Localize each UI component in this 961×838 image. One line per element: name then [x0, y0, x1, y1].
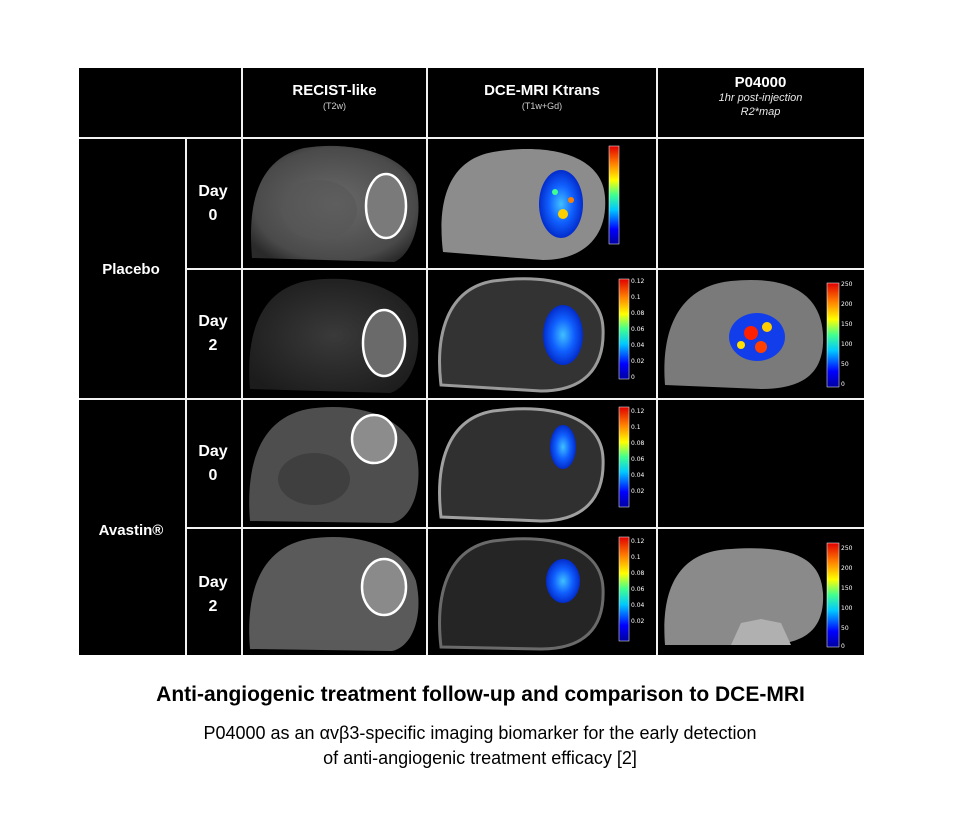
column-divider [656, 68, 658, 655]
scale-tick: 50 [841, 361, 849, 368]
r2-scale-avastin-day2: 250 200 150 100 50 0 [841, 545, 853, 650]
day-number: 2 [208, 337, 218, 354]
scale-tick: 200 [841, 301, 853, 308]
column-title: P04000 [734, 74, 787, 91]
scale-tick: 100 [841, 605, 853, 612]
day-divider [185, 138, 187, 655]
column-divider [426, 68, 428, 655]
empty-cell [659, 140, 864, 268]
scale-tick: 0.06 [631, 326, 645, 333]
day-word: Day [198, 443, 228, 460]
day-number: 2 [208, 598, 218, 615]
scale-tick: 0.04 [631, 602, 645, 609]
day-number: 0 [208, 207, 218, 224]
day-label: Day 0 [187, 440, 239, 488]
day-label: Day 0 [187, 180, 239, 228]
scale-tick: 0.1 [631, 424, 641, 431]
column-subtitle-line2: R2*map [740, 106, 781, 118]
day-word: Day [198, 574, 228, 591]
column-title: DCE-MRI Ktrans [484, 82, 600, 99]
t2w-image-placebo-day2 [244, 271, 424, 396]
column-header-dce: DCE-MRI Ktrans (T1w+Gd) [427, 82, 657, 111]
ktrans-scale-placebo-day2: 0.12 0.1 0.08 0.06 0.04 0.02 0 [631, 278, 645, 381]
scale-tick: 200 [841, 565, 853, 572]
column-subtitle: (T1w+Gd) [521, 101, 563, 111]
column-subtitle: (T2w) [323, 101, 346, 111]
row-divider [185, 527, 864, 529]
scale-tick: 0.02 [631, 358, 645, 365]
scale-tick: 50 [841, 625, 849, 632]
caption-subtitle: P04000 as an αvβ3-specific imaging bioma… [180, 721, 780, 771]
column-header-recist: RECIST-like (T2w) [242, 82, 427, 111]
column-divider [241, 68, 243, 655]
header-divider [79, 137, 864, 139]
scale-tick: 0.12 [631, 408, 645, 415]
group-divider [79, 398, 864, 400]
column-title: RECIST-like [292, 82, 377, 99]
ktrans-map-avastin-day0 [433, 403, 651, 525]
scale-tick: 0 [841, 643, 845, 650]
scale-tick: 0.1 [631, 554, 641, 561]
scale-tick: 0.08 [631, 310, 645, 317]
caption-title: Anti-angiogenic treatment follow-up and … [156, 683, 805, 706]
scale-tick: 0.12 [631, 278, 645, 285]
ktrans-scale-avastin-day0: 0.12 0.1 0.08 0.06 0.04 0.02 [631, 408, 645, 495]
caption-line-1: P04000 as an αvβ3-specific imaging bioma… [203, 723, 757, 743]
r2-map-avastin-day2 [661, 533, 861, 653]
scale-tick: 0.06 [631, 456, 645, 463]
t2w-image-avastin-day2 [244, 531, 424, 653]
scale-tick: 250 [841, 281, 853, 288]
row-divider [185, 268, 864, 270]
day-word: Day [198, 183, 228, 200]
scale-tick: 0.02 [631, 488, 645, 495]
ktrans-scale-avastin-day2: 0.12 0.1 0.08 0.06 0.04 0.02 [631, 538, 645, 625]
column-subtitle-line1: 1hr post-injection [718, 92, 803, 104]
ktrans-map-avastin-day2 [433, 533, 651, 653]
scale-tick: 250 [841, 545, 853, 552]
t2w-image-placebo-day0 [244, 140, 424, 266]
day-label: Day 2 [187, 571, 239, 619]
scale-tick: 0.12 [631, 538, 645, 545]
r2-scale-placebo-day2: 250 200 150 100 50 0 [841, 281, 853, 388]
group-label-avastin: Avastin® [98, 522, 164, 539]
scale-tick: 0.02 [631, 618, 645, 625]
scale-tick: 0.08 [631, 570, 645, 577]
scale-tick: 0.1 [631, 294, 641, 301]
scale-tick: 0 [841, 381, 845, 388]
scale-tick: 0.04 [631, 342, 645, 349]
day-word: Day [198, 313, 228, 330]
scale-tick: 0.04 [631, 472, 645, 479]
day-label: Day 2 [187, 310, 239, 358]
scale-tick: 100 [841, 341, 853, 348]
t2w-image-avastin-day0 [244, 401, 424, 526]
figure-panel: RECIST-like (T2w) DCE-MRI Ktrans (T1w+Gd… [79, 68, 864, 655]
scale-tick: 150 [841, 585, 853, 592]
caption-line-2: of anti-angiogenic treatment efficacy [2… [323, 748, 637, 768]
group-label-placebo: Placebo [102, 261, 160, 278]
scale-tick: 0.06 [631, 586, 645, 593]
scale-tick: 150 [841, 321, 853, 328]
scale-tick: 0.08 [631, 440, 645, 447]
empty-cell [659, 401, 864, 527]
r2-map-placebo-day2 [661, 275, 861, 393]
day-number: 0 [208, 467, 218, 484]
ktrans-map-placebo-day0 [433, 142, 651, 264]
ktrans-map-placebo-day2 [433, 273, 651, 395]
column-header-p04000: P04000 1hr post-injection R2*map [657, 74, 864, 119]
scale-tick: 0 [631, 374, 635, 381]
